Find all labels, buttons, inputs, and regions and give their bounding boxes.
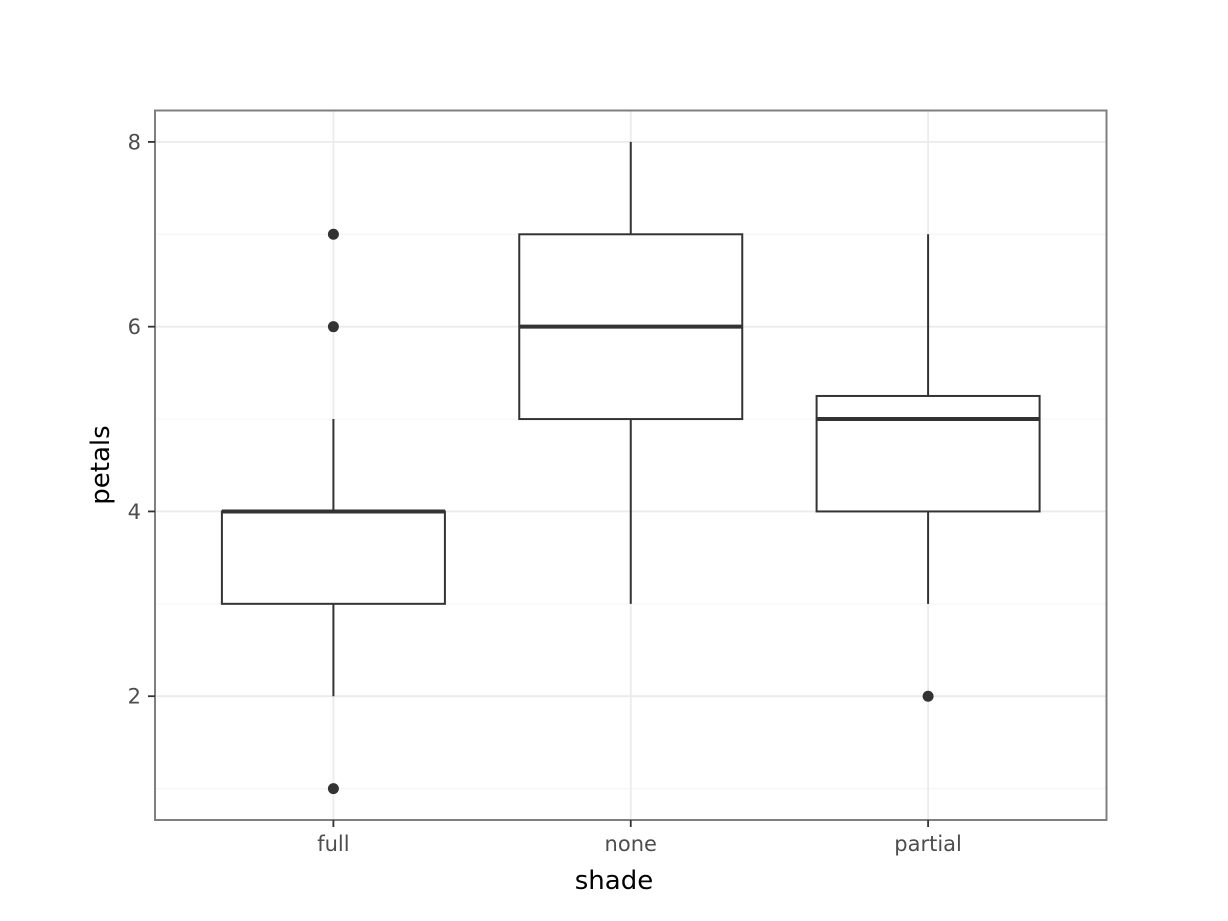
y-axis-title: petals (86, 425, 116, 504)
axis-layer: 2 4 6 8 full none partial (128, 130, 962, 856)
x-axis-title: shade (575, 866, 653, 896)
box-partial (815, 234, 1041, 702)
y-tick-label: 4 (128, 500, 141, 524)
y-tick-label: 2 (128, 685, 141, 709)
outlier-point (922, 690, 934, 702)
x-tick-label: full (317, 832, 349, 856)
x-tick-label: none (605, 832, 657, 856)
outlier-point (327, 321, 339, 333)
y-tick-label: 8 (128, 130, 141, 154)
outlier-point (327, 783, 339, 795)
box-body (815, 394, 1041, 513)
outlier-point (327, 228, 339, 240)
box-none (518, 141, 744, 604)
x-tick-label: partial (894, 832, 962, 856)
y-tick-label: 6 (128, 315, 141, 339)
box-layer (220, 141, 1041, 795)
box-full (220, 228, 446, 795)
box-body (220, 510, 446, 605)
